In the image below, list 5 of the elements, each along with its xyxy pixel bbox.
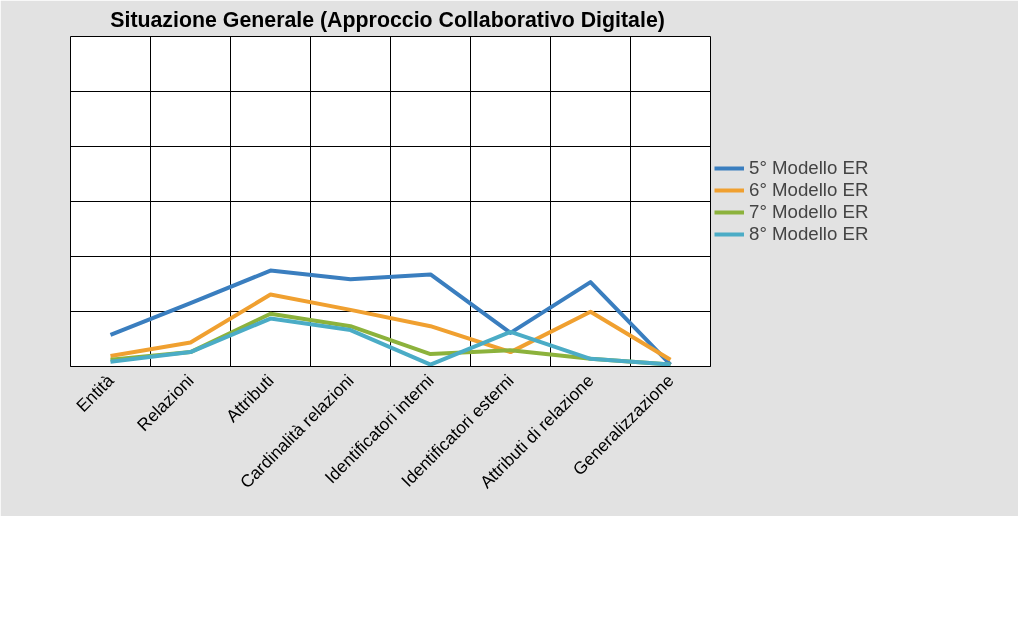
legend-label: 6° Modello ER: [749, 179, 869, 201]
legend-label: 8° Modello ER: [749, 223, 869, 245]
legend-label: 7° Modello ER: [749, 201, 869, 223]
legend-label: 5° Modello ER: [749, 157, 869, 179]
chart-title: Situazione Generale (Approccio Collaborativo Digitale): [110, 7, 665, 32]
